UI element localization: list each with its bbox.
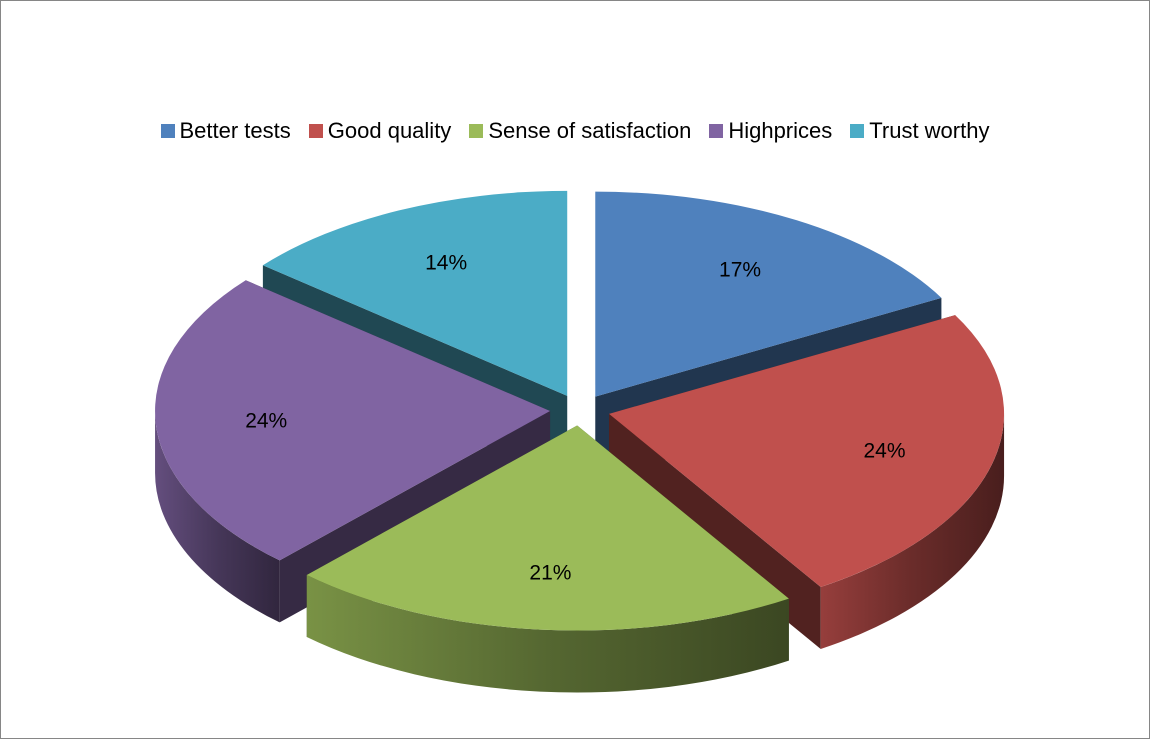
data-label-highprices: 24%: [245, 409, 287, 432]
legend-swatch: [850, 124, 865, 138]
legend: Better tests Good quality Sense of satisfa…: [0, 114, 1150, 148]
slice-good-quality: [609, 315, 1005, 587]
slice-highprices: [155, 280, 551, 561]
legend-label: Highprices: [728, 118, 833, 143]
data-label-trust-worthy: 14%: [425, 251, 467, 274]
slice-wall-sense-of-satisfaction: [306, 574, 789, 693]
slice-better-tests: [595, 191, 942, 397]
legend-item-better-tests: Better tests: [160, 118, 291, 144]
slice-wall-highprices: [155, 410, 280, 623]
legend-label: Good quality: [327, 118, 452, 143]
legend-swatch: [469, 124, 484, 138]
data-label-good-quality: 24%: [864, 440, 906, 463]
slice-trust-worthy: [262, 190, 568, 396]
legend-label: Trust worthy: [869, 118, 990, 143]
legend-swatch: [709, 124, 724, 138]
slice-wall-good-quality: [820, 413, 1005, 649]
legend-item-good-quality: Good quality: [308, 118, 452, 144]
legend-label: Sense of satisfaction: [488, 118, 692, 143]
legend-swatch: [160, 124, 175, 138]
slice-sense-of-satisfaction: [306, 425, 789, 631]
data-label-sense-of-satisfaction: 21%: [529, 561, 571, 584]
legend-item-highprices: Highprices: [709, 118, 832, 144]
data-label-better-tests: 17%: [719, 259, 761, 282]
legend-item-trust-worthy: Trust worthy: [850, 118, 989, 144]
legend-item-sense-of-satisfaction: Sense of satisfaction: [469, 118, 691, 144]
legend-label: Better tests: [179, 118, 291, 143]
legend-swatch: [308, 124, 323, 138]
